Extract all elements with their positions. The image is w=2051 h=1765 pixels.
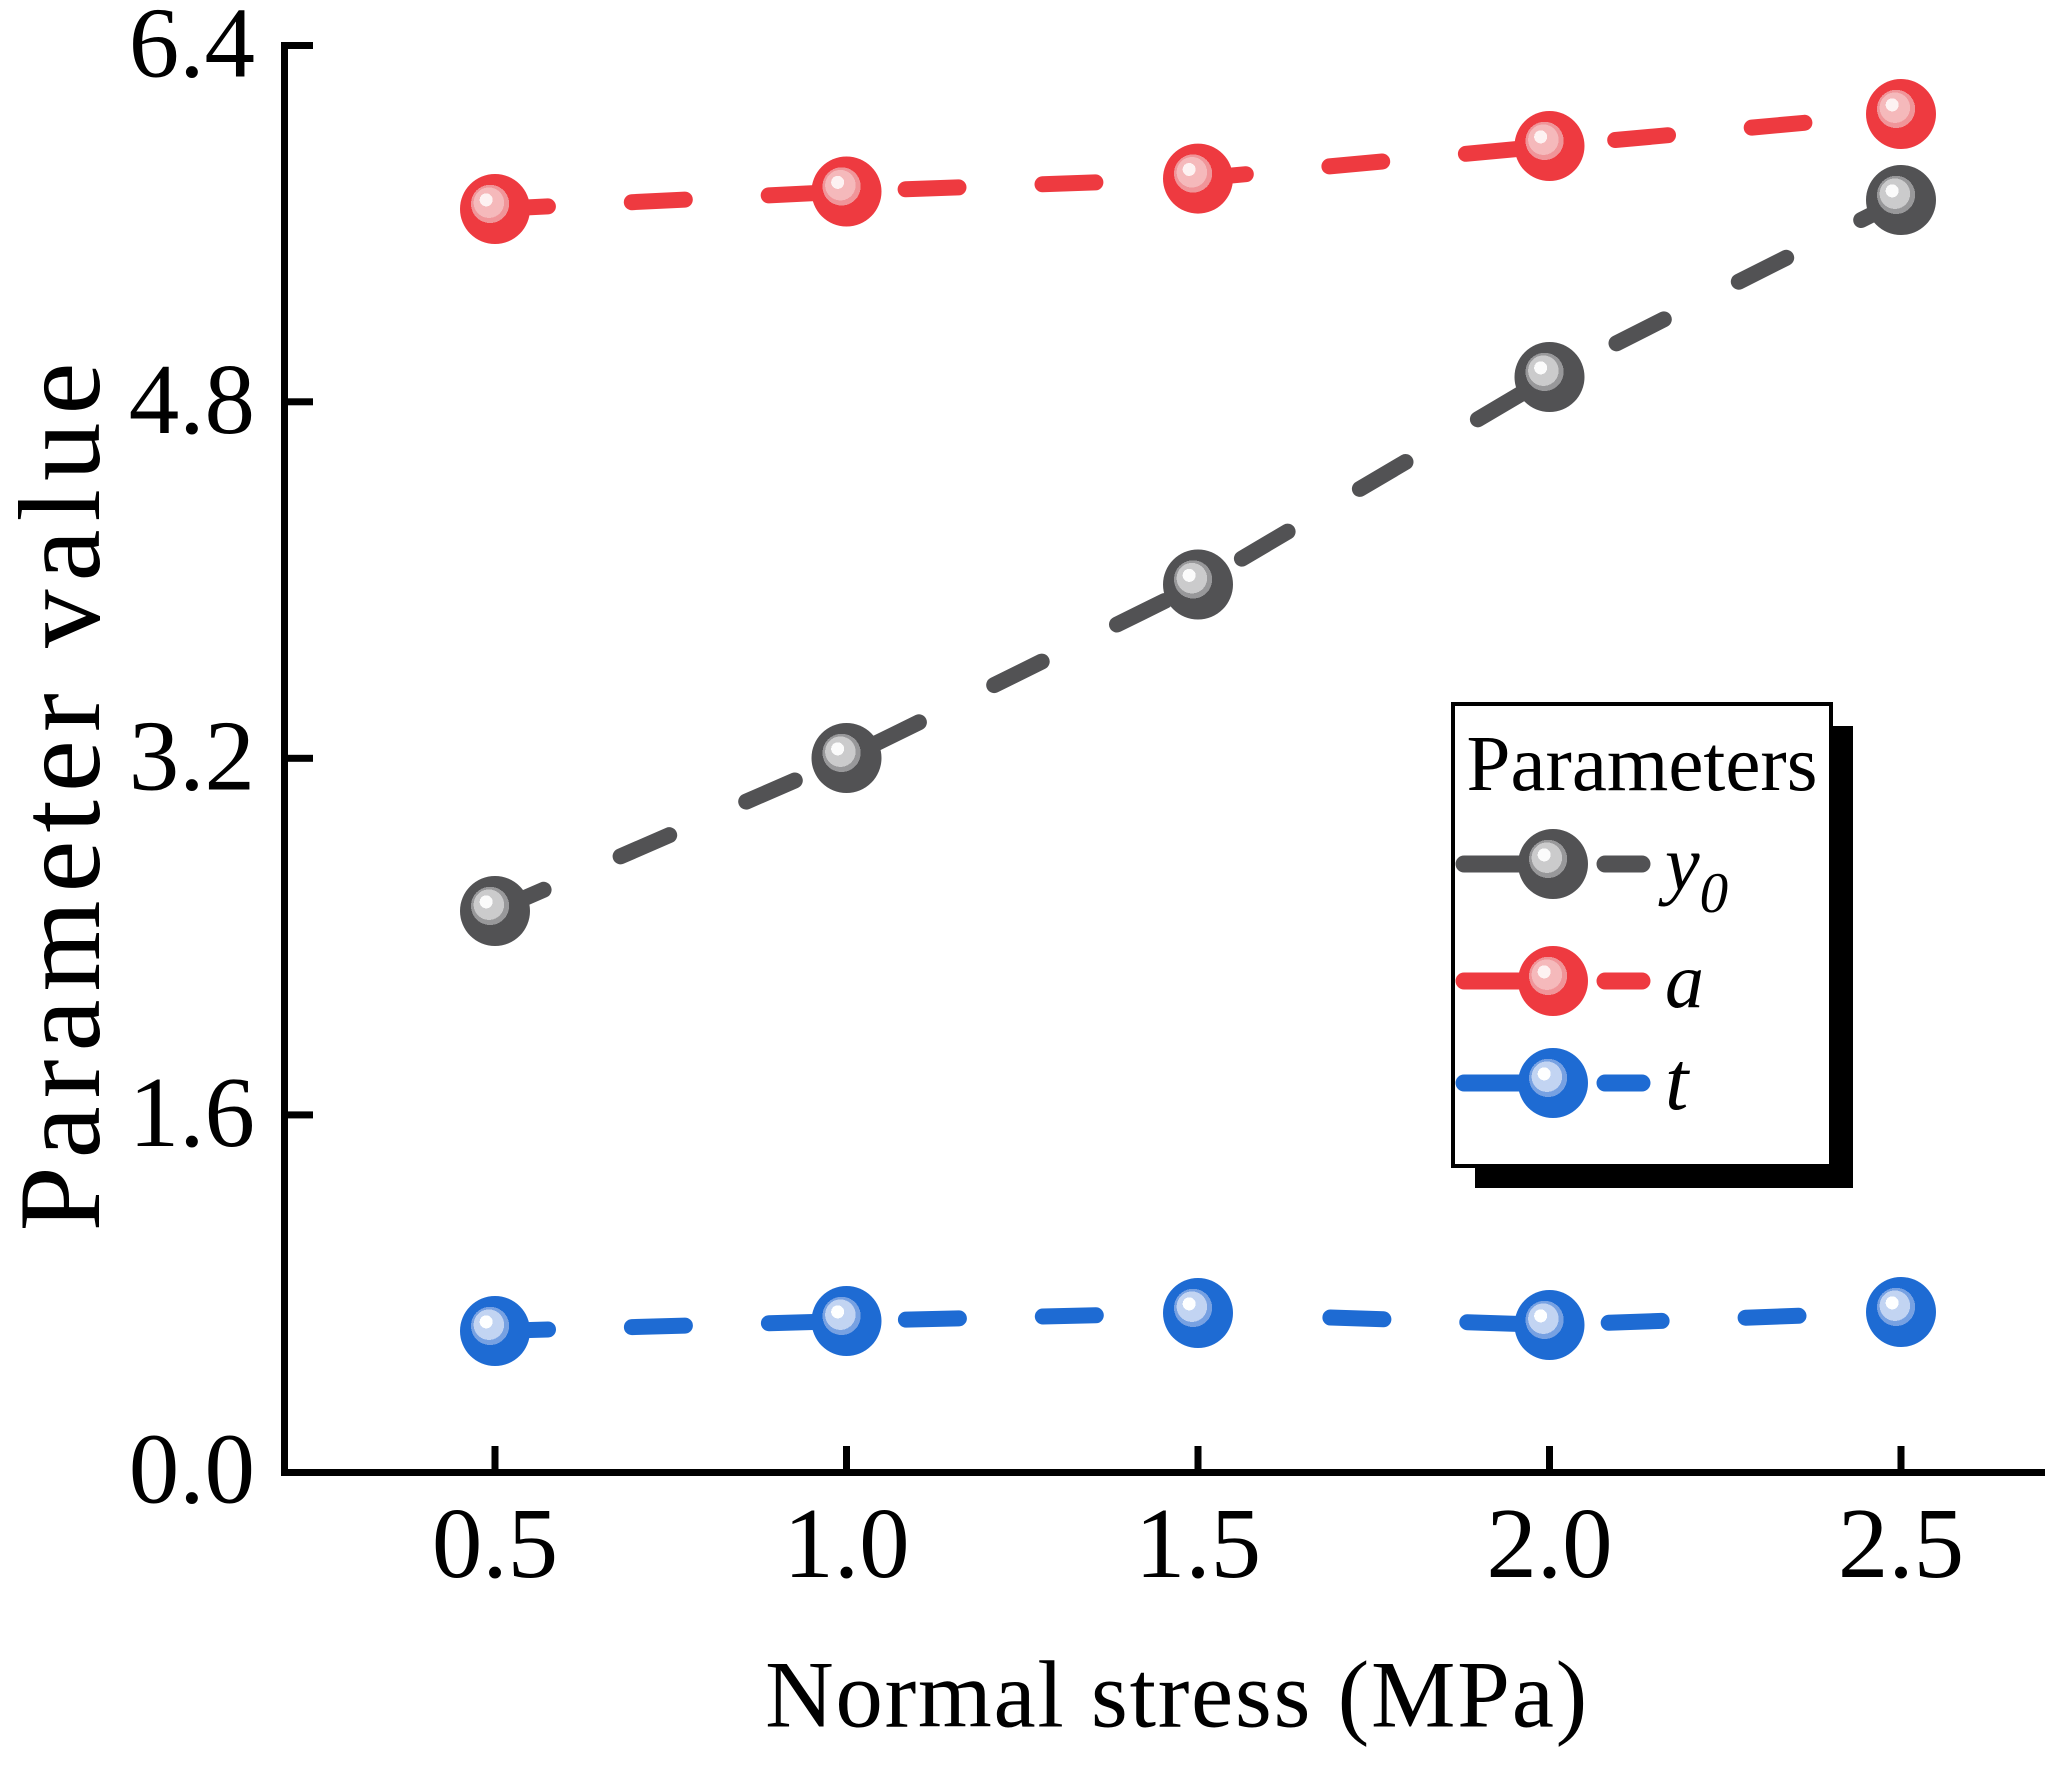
svg-text:Parameters: Parameters: [1467, 721, 1818, 808]
svg-text:6.4: 6.4: [129, 0, 255, 99]
svg-text:3.2: 3.2: [129, 699, 255, 811]
svg-text:a: a: [1665, 937, 1704, 1024]
svg-text:1.0: 1.0: [783, 1487, 909, 1599]
svg-text:y0: y0: [1658, 820, 1728, 925]
svg-text:0.5: 0.5: [432, 1487, 558, 1599]
svg-text:4.8: 4.8: [129, 343, 255, 455]
svg-text:2.5: 2.5: [1838, 1487, 1964, 1599]
svg-text:1.6: 1.6: [129, 1056, 255, 1168]
svg-text:2.0: 2.0: [1486, 1487, 1612, 1599]
svg-text:0.0: 0.0: [129, 1413, 255, 1525]
svg-text:t: t: [1665, 1035, 1691, 1128]
svg-text:Parameter value: Parameter value: [0, 355, 125, 1232]
svg-text:Normal stress (MPa): Normal stress (MPa): [765, 1642, 1589, 1748]
svg-text:1.5: 1.5: [1135, 1487, 1261, 1599]
